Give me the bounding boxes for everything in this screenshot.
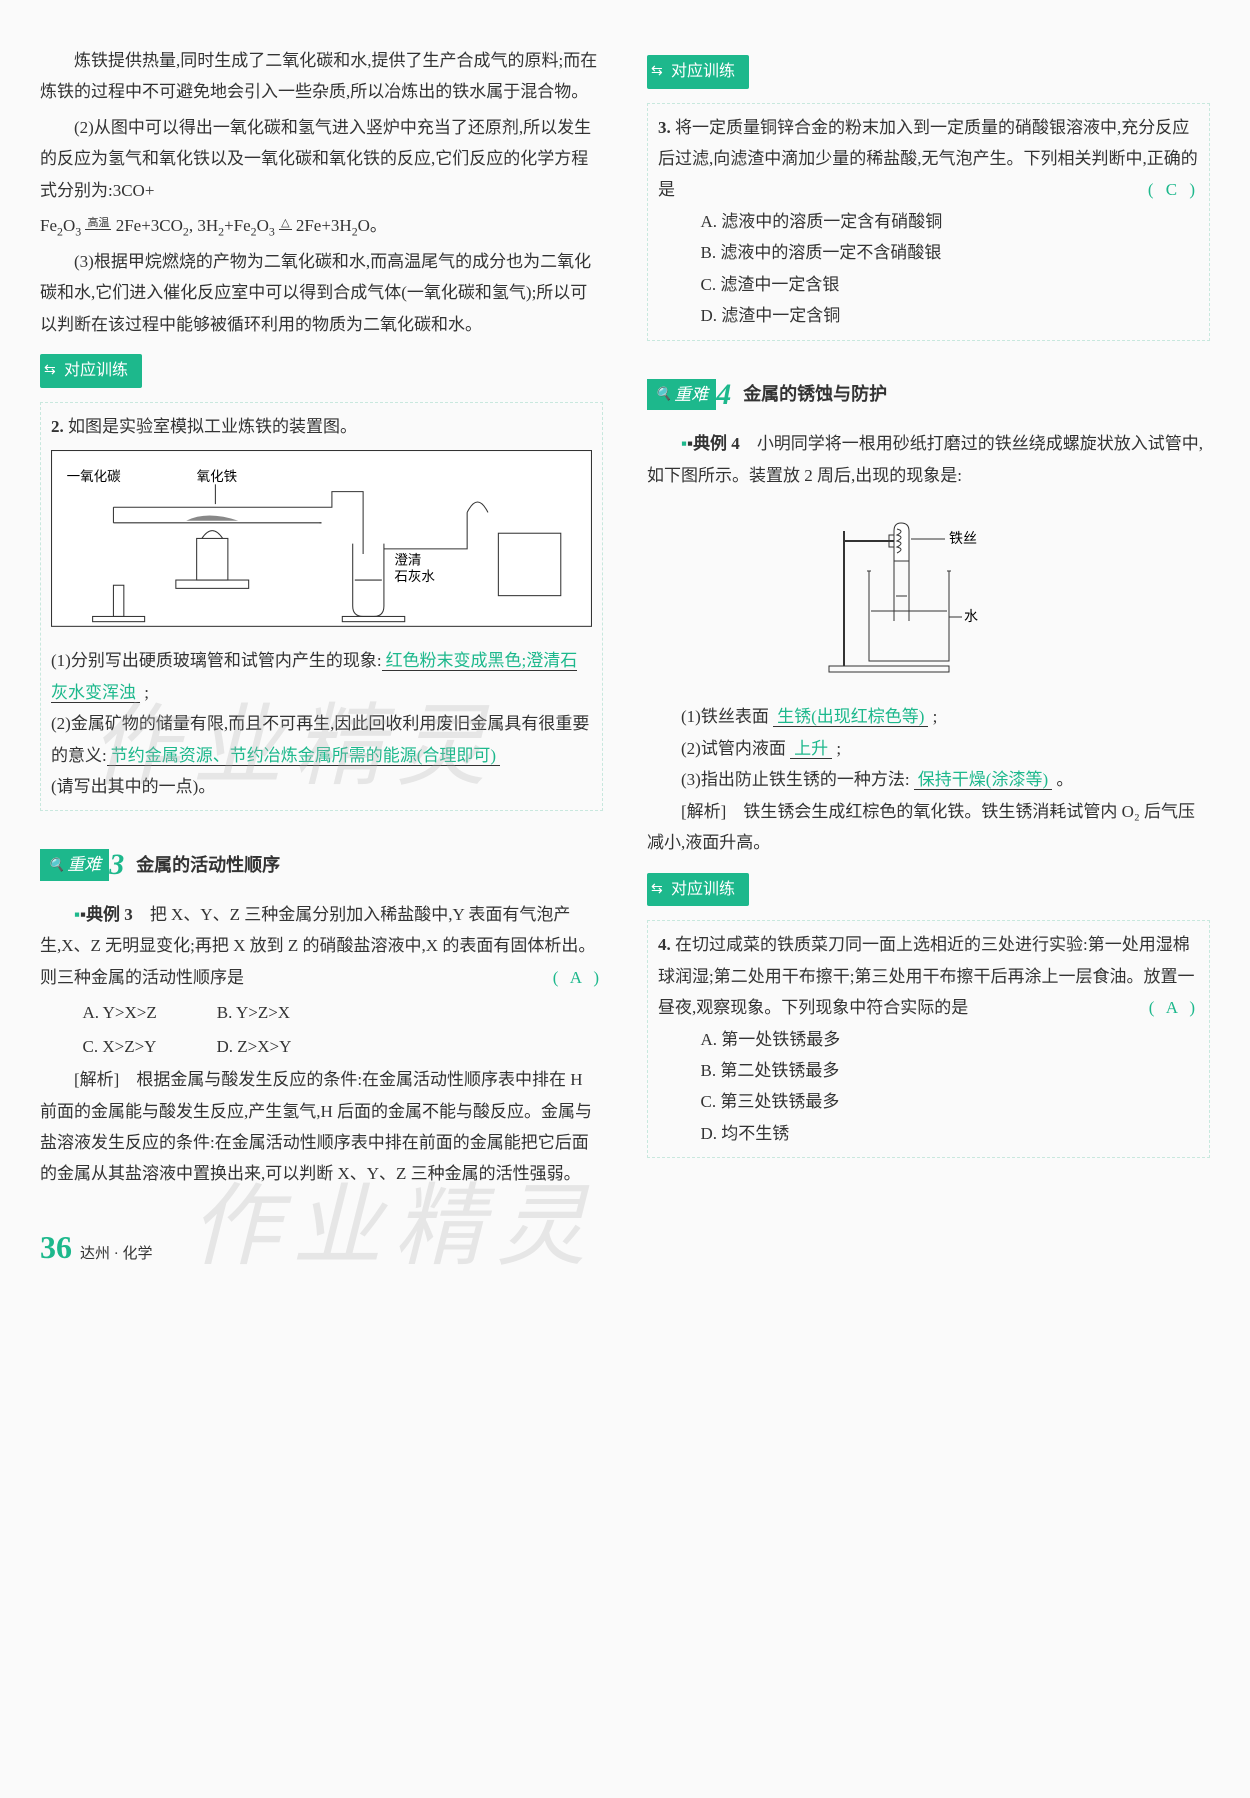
label-wire: 铁丝 <box>949 531 977 547</box>
practice-tag: 对应训练 <box>40 354 142 388</box>
answer: 节约金属资源、节约冶炼金属所需的能源(合理即可) <box>107 746 500 766</box>
text: 。 <box>1056 770 1073 789</box>
left-column: 炼铁提供热量,同时生成了二氧化碳和水,提供了生产合成气的原料;而在炼铁的过程中不… <box>40 45 613 1194</box>
text: ; <box>836 739 841 758</box>
option-a: A. 第一处铁锈最多 <box>658 1024 1199 1055</box>
answer-bracket: ( A ) <box>1149 992 1199 1023</box>
q-text: 如图是实验室模拟工业炼铁的装置图。 <box>68 417 357 436</box>
option-a: A. Y>X>Z <box>83 997 157 1028</box>
text: 分别写出硬质玻璃管和试管内产生的现象: <box>71 651 382 670</box>
practice-tag: 对应训练 <box>647 873 749 907</box>
option-c: C. 滤渣中一定含银 <box>658 269 1199 300</box>
hard-point-4-header: 重难4 金属的锈蚀与防护 <box>647 367 887 423</box>
badge: 重难 <box>647 379 716 410</box>
diagram-rust-tube: 铁丝 水 <box>647 501 1210 691</box>
example-3: ▪典例 3 把 X、Y、Z 三种金属分别加入稀盐酸中,Y 表面有气泡产生,X、Z… <box>40 899 603 993</box>
badge: 重难 <box>40 849 109 880</box>
badge-num: 3 <box>109 837 124 893</box>
answer: 保持干燥(涂漆等) <box>914 770 1052 790</box>
hard-point-3-header: 重难3 金属的活动性顺序 <box>40 837 280 893</box>
section-title: 金属的锈蚀与防护 <box>743 378 887 411</box>
question-stem: 4. 在切过咸菜的铁质菜刀同一面上选相近的三处进行实验:第一处用湿棉球润湿;第二… <box>658 929 1199 1023</box>
text: (2)试管内液面 <box>681 739 786 758</box>
question-stem: 3. 将一定质量铜锌合金的粉末加入到一定质量的硝酸银溶液中,充分反应后过滤,向滤… <box>658 112 1199 206</box>
q-text: 将一定质量铜锌合金的粉末加入到一定质量的硝酸银溶液中,充分反应后过滤,向滤渣中滴… <box>658 118 1198 200</box>
sub-q: (2)试管内液面 上升 ; <box>647 733 1210 764</box>
text: (2)从图中可以得出一氧化碳和氢气进入竖炉中充当了还原剂,所以发生的反应为氢气和… <box>40 118 591 200</box>
label-lime: 澄清 <box>394 552 421 567</box>
page-grid: 作业精灵 作业精灵 炼铁提供热量,同时生成了二氧化碳和水,提供了生产合成气的原料… <box>40 45 1210 1194</box>
options-row: A. Y>X>Z B. Y>Z>X <box>40 997 603 1028</box>
diagram-iron-smelting: 一氧化碳 氧化铁 <box>51 450 592 637</box>
sub-q: (1)铁丝表面 生锈(出现红棕色等) ; <box>647 701 1210 732</box>
q-number: 4. <box>658 935 671 954</box>
sub-question: (1)分别写出硬质玻璃管和试管内产生的现象:红色粉末变成黑色;澄清石灰水变浑浊 … <box>51 645 592 708</box>
option-d: D. 均不生锈 <box>658 1118 1199 1149</box>
footer-title: 达州 · 化学 <box>80 1241 153 1269</box>
answer: 生锈(出现红棕色等) <box>773 707 928 727</box>
equation: Fe2O3 高温 2Fe+3CO2, 3H2+Fe2O3 △ 2Fe+3H2O。 <box>40 210 603 241</box>
question-stem: 2. 如图是实验室模拟工业炼铁的装置图。 <box>51 411 592 442</box>
example-label: ▪典例 4 <box>681 434 740 453</box>
question-3-box: 3. 将一定质量铜锌合金的粉末加入到一定质量的硝酸银溶液中,充分反应后过滤,向滤… <box>647 103 1210 341</box>
question-4-box: 4. 在切过咸菜的铁质菜刀同一面上选相近的三处进行实验:第一处用湿棉球润湿;第二… <box>647 920 1210 1158</box>
analysis-text: 铁生锈会生成红棕色的氧化铁。铁生锈消耗试管内 O₂ 后气压减小,液面升高。 <box>647 802 1195 852</box>
analysis: [解析] 根据金属与酸发生反应的条件:在金属活动性顺序表中排在 H 前面的金属能… <box>40 1064 603 1190</box>
option-b: B. 滤液中的溶质一定不含硝酸银 <box>658 237 1199 268</box>
answer-bracket: ( A ) <box>519 962 603 993</box>
label-lime2: 石灰水 <box>394 569 435 584</box>
page-number: 36 <box>40 1218 72 1277</box>
analysis-label: [解析] <box>681 802 726 821</box>
analysis: [解析] 铁生锈会生成红棕色的氧化铁。铁生锈消耗试管内 O₂ 后气压减小,液面升… <box>647 796 1210 859</box>
answer-bracket: ( C ) <box>1148 174 1199 205</box>
sub-q: (3)指出防止铁生锈的一种方法: 保持干燥(涂漆等) 。 <box>647 764 1210 795</box>
q-text: 在切过咸菜的铁质菜刀同一面上选相近的三处进行实验:第一处用湿棉球润湿;第二处用干… <box>658 935 1194 1017</box>
options-row: C. X>Z>Y D. Z>X>Y <box>40 1031 603 1062</box>
page-footer: 36 达州 · 化学 <box>40 1218 1210 1277</box>
badge-num: 4 <box>716 367 731 423</box>
text: ; <box>933 707 938 726</box>
example-4: ▪典例 4 小明同学将一根用砂纸打磨过的铁丝绕成螺旋状放入试管中,如下图所示。装… <box>647 428 1210 491</box>
sub-question: (2)金属矿物的储量有限,而且不可再生,因此回收利用废旧金属具有很重要的意义:节… <box>51 708 592 771</box>
practice-tag: 对应训练 <box>647 55 749 89</box>
label-fe2o3: 氧化铁 <box>197 469 238 484</box>
q-number: 3. <box>658 118 671 137</box>
option-c: C. X>Z>Y <box>83 1031 157 1062</box>
question-2-box: 2. 如图是实验室模拟工业炼铁的装置图。 一氧化碳 氧化铁 <box>40 402 603 812</box>
option-c: C. 第三处铁锈最多 <box>658 1086 1199 1117</box>
option-b: B. 第二处铁锈最多 <box>658 1055 1199 1086</box>
paragraph: 炼铁提供热量,同时生成了二氧化碳和水,提供了生产合成气的原料;而在炼铁的过程中不… <box>40 45 603 108</box>
option-d: D. Z>X>Y <box>216 1031 291 1062</box>
paragraph: (3)根据甲烷燃烧的产物为二氧化碳和水,而高温尾气的成分也为二氧化碳和水,它们进… <box>40 246 603 340</box>
label-co: 一氧化碳 <box>67 469 122 484</box>
section-title: 金属的活动性顺序 <box>136 849 280 882</box>
right-column: 对应训练 3. 将一定质量铜锌合金的粉末加入到一定质量的硝酸银溶液中,充分反应后… <box>637 45 1210 1194</box>
analysis-label: [解析] <box>74 1070 119 1089</box>
label-water: 水 <box>964 609 978 625</box>
analysis-text: 根据金属与酸发生反应的条件:在金属活动性顺序表中排在 H 前面的金属能与酸发生反… <box>40 1070 592 1183</box>
option-d: D. 滤渣中一定含铜 <box>658 300 1199 331</box>
diagram-svg: 一氧化碳 氧化铁 <box>51 450 592 627</box>
option-b: B. Y>Z>X <box>217 997 290 1028</box>
text: (1)铁丝表面 <box>681 707 769 726</box>
paragraph: (2)从图中可以得出一氧化碳和氢气进入竖炉中充当了还原剂,所以发生的反应为氢气和… <box>40 112 603 206</box>
answer: 上升 <box>790 739 832 759</box>
example-label: ▪典例 3 <box>74 905 133 924</box>
option-a: A. 滤液中的溶质一定含有硝酸铜 <box>658 206 1199 237</box>
q-number: 2. <box>51 417 64 436</box>
diagram-svg: 铁丝 水 <box>799 501 1059 681</box>
sub-question-tail: (请写出其中的一点)。 <box>51 771 592 802</box>
text: (3)指出防止铁生锈的一种方法: <box>681 770 910 789</box>
